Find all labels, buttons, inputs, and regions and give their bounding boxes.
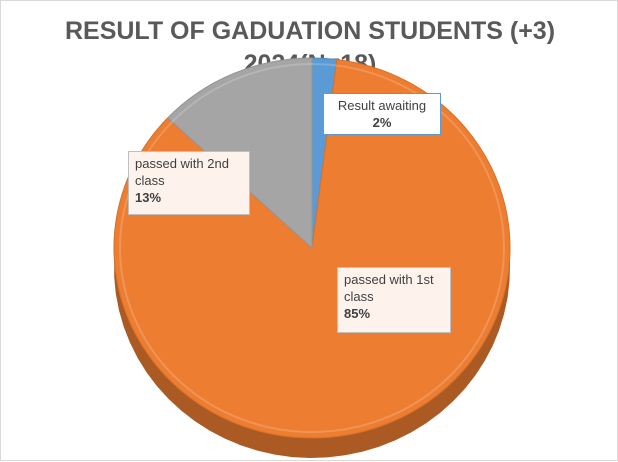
data-label-percent: 2% bbox=[372, 115, 392, 130]
pie-slice-1 bbox=[113, 58, 511, 439]
data-label-category: passed with 1st class bbox=[344, 272, 434, 304]
data-label-category: Result awaiting bbox=[337, 98, 427, 113]
pie-highlight bbox=[119, 63, 505, 433]
data-label-2nd-class: passed with 2nd class 13% bbox=[128, 151, 250, 215]
data-label-result-awaiting: Result awaiting 2% bbox=[323, 93, 441, 135]
chart-title-line-1: RESULT OF GADUATION STUDENTS (+3) bbox=[64, 17, 556, 45]
data-label-percent: 13% bbox=[135, 190, 162, 205]
data-label-category: passed with 2nd class bbox=[135, 156, 229, 188]
data-label-1st-class: passed with 1st class 85% bbox=[337, 267, 451, 333]
data-label-percent: 85% bbox=[344, 306, 371, 321]
